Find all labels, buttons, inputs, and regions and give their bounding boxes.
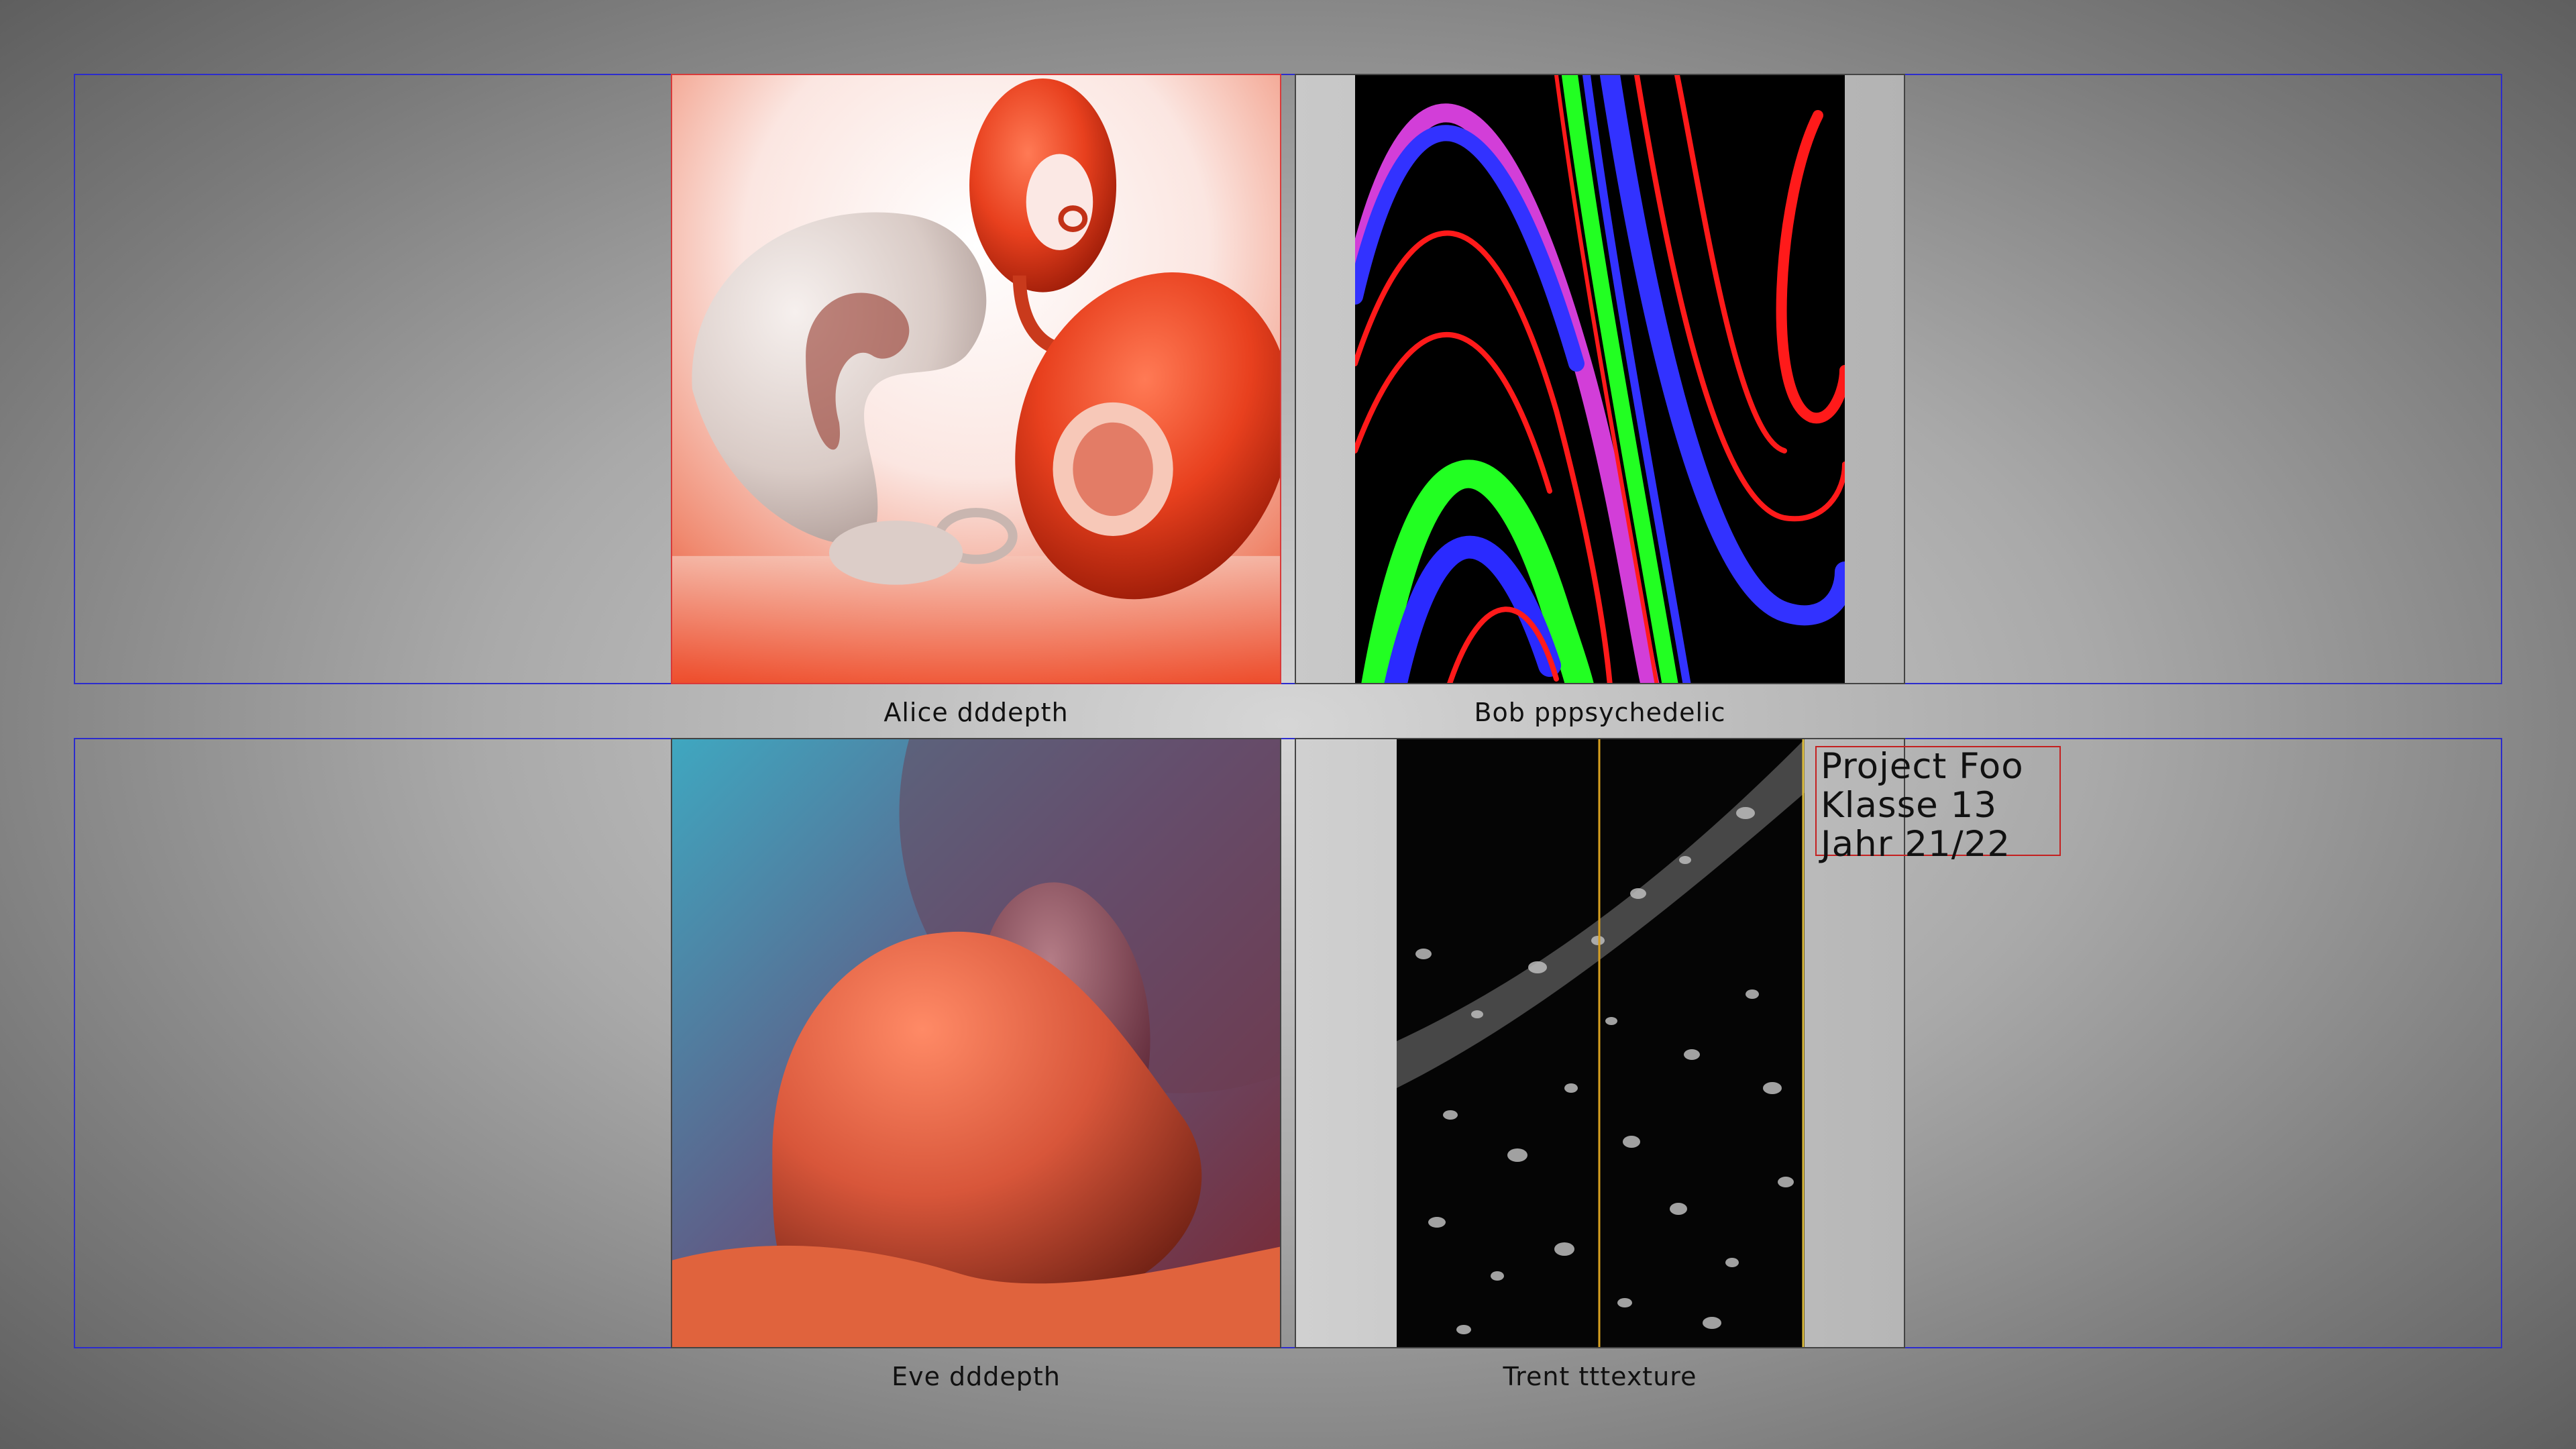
artwork-trent-tttexture[interactable] xyxy=(1295,738,1905,1348)
artwork-eve-dddepth[interactable] xyxy=(671,738,1281,1348)
caption-trent: Trent tttexture xyxy=(1503,1362,1697,1391)
artwork-alice-dddepth[interactable] xyxy=(671,74,1281,684)
alice-render-image xyxy=(672,75,1280,683)
project-year: Jahr 21/22 xyxy=(1821,824,2011,865)
project-class: Klasse 13 xyxy=(1821,785,1998,826)
project-title: Project Foo xyxy=(1821,746,2024,787)
row-frame-top xyxy=(74,74,2502,684)
caption-bob: Bob pppsychedelic xyxy=(1474,698,1726,727)
artwork-bob-pppsychedelic[interactable] xyxy=(1295,74,1905,684)
caption-alice: Alice dddepth xyxy=(883,698,1069,727)
eve-render-image xyxy=(672,739,1280,1347)
project-info-box: Project Foo Klasse 13 Jahr 21/22 xyxy=(1815,746,2061,864)
bob-render-image xyxy=(1355,75,1845,683)
caption-eve: Eve dddepth xyxy=(892,1362,1061,1391)
row-frame-bottom xyxy=(74,738,2502,1348)
trent-render-image xyxy=(1397,739,1805,1347)
